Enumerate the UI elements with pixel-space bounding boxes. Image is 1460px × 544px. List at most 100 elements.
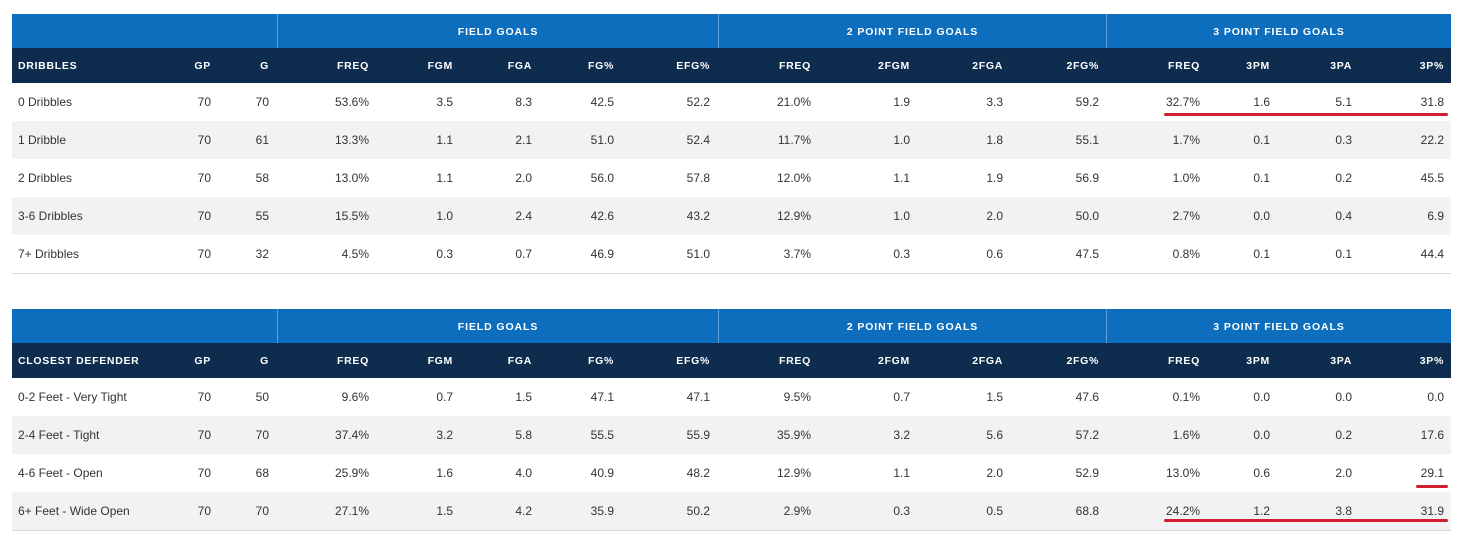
row-label: 1 Dribble (18, 133, 67, 147)
row-label-header[interactable]: CLOSEST DEFENDER (18, 355, 140, 367)
cell-efg-pct: 57.8 (686, 171, 710, 185)
cell-gp: 70 (197, 504, 211, 518)
cell-2fga: 5.6 (986, 428, 1003, 442)
column-header-efg-pct[interactable]: EFG% (676, 355, 710, 367)
cell-freq: 3.7% (783, 247, 811, 261)
cell-3p-pct: 0.0 (1427, 390, 1444, 404)
cell-fga: 8.3 (515, 95, 532, 109)
table-row: 0 Dribbles 70 70 53.6% 3.5 8.3 42.5 52.2 21.0% 1.… (12, 83, 1451, 121)
cell-freq: 32.7% (1165, 95, 1200, 109)
cell-3p-pct: 29.1 (1420, 466, 1444, 480)
cell-3pa: 0.3 (1335, 133, 1352, 147)
cell-freq: 15.5% (334, 209, 369, 223)
column-header-3pa[interactable]: 3PA (1330, 355, 1352, 367)
column-header-3p-pct[interactable]: 3P% (1419, 355, 1444, 367)
row-label: 0-2 Feet - Very Tight (18, 390, 127, 404)
cell-freq: 9.5% (783, 390, 811, 404)
cell-2fga: 2.0 (986, 466, 1003, 480)
cell-freq: 13.0% (1165, 466, 1200, 480)
cell-3pa: 3.8 (1335, 504, 1352, 518)
table-row: 7+ Dribbles 70 32 4.5% 0.3 0.7 46.9 51.0 3.7% 0.3… (12, 235, 1451, 273)
column-header-2fga[interactable]: 2FGA (972, 60, 1003, 72)
cell-fg-pct: 51.0 (590, 133, 614, 147)
cell-2fgm: 1.1 (893, 171, 910, 185)
cell-fg-pct: 42.5 (590, 95, 614, 109)
column-header-efg-pct[interactable]: EFG% (676, 60, 710, 72)
column-header-2fgm[interactable]: 2FGM (878, 355, 910, 367)
cell-freq: 37.4% (334, 428, 369, 442)
column-header-fg-pct[interactable]: FG% (587, 60, 614, 72)
cell-3pa: 2.0 (1335, 466, 1352, 480)
group-header-2-point-field-goals: 2 POINT FIELD GOALS (718, 309, 1106, 343)
column-header-2fg-pct[interactable]: 2FG% (1066, 355, 1099, 367)
group-header-row: FIELD GOALS 2 POINT FIELD GOALS 3 POINT FI… (12, 14, 1451, 48)
cell-fga: 2.0 (515, 171, 532, 185)
cell-2fga: 3.3 (986, 95, 1003, 109)
cell-efg-pct: 52.2 (686, 95, 710, 109)
column-header-fg-pct[interactable]: FG% (587, 355, 614, 367)
cell-3pa: 0.0 (1335, 390, 1352, 404)
cell-freq: 13.3% (334, 133, 369, 147)
cell-3p-pct: 45.5 (1420, 171, 1444, 185)
group-header-2-point-field-goals: 2 POINT FIELD GOALS (718, 14, 1106, 48)
cell-freq: 12.9% (776, 466, 811, 480)
column-header-fga[interactable]: FGA (507, 355, 532, 367)
column-header-gp[interactable]: GP (194, 355, 211, 367)
row-label: 2 Dribbles (18, 171, 73, 185)
cell-3pa: 0.2 (1335, 428, 1352, 442)
cell-freq: 13.0% (334, 171, 369, 185)
cell-freq: 12.9% (776, 209, 811, 223)
column-header-3pa[interactable]: 3PA (1330, 60, 1352, 72)
column-header-freq[interactable]: FREQ (779, 355, 811, 367)
group-header-3-point-field-goals: 3 POINT FIELD GOALS (1106, 309, 1451, 343)
cell-gp: 70 (197, 95, 211, 109)
column-header-g[interactable]: G (260, 355, 269, 367)
column-header-freq[interactable]: FREQ (337, 355, 369, 367)
table-row: 1 Dribble 70 61 13.3% 1.1 2.1 51.0 52.4 11.7% 1.0… (12, 121, 1451, 159)
cell-2fg-pct: 68.8 (1075, 504, 1099, 518)
row-label: 7+ Dribbles (18, 247, 80, 261)
column-header-gp[interactable]: GP (194, 60, 211, 72)
column-header-fgm[interactable]: FGM (427, 355, 453, 367)
column-header-freq[interactable]: FREQ (337, 60, 369, 72)
column-header-3pm[interactable]: 3PM (1246, 60, 1270, 72)
column-header-3pm[interactable]: 3PM (1246, 355, 1270, 367)
cell-fgm: 1.0 (436, 209, 453, 223)
cell-3pm: 0.0 (1253, 428, 1270, 442)
row-label-header[interactable]: DRIBBLES (18, 60, 78, 72)
cell-3p-pct: 22.2 (1420, 133, 1444, 147)
cell-freq: 35.9% (776, 428, 811, 442)
column-header-fga[interactable]: FGA (507, 60, 532, 72)
cell-gp: 70 (197, 209, 211, 223)
cell-2fgm: 3.2 (893, 428, 910, 442)
row-label: 2-4 Feet - Tight (18, 428, 100, 442)
cell-fgm: 1.1 (436, 133, 453, 147)
cell-fg-pct: 46.9 (590, 247, 614, 261)
cell-2fgm: 1.0 (893, 133, 910, 147)
table-row: 2-4 Feet - Tight 70 70 37.4% 3.2 5.8 55.5 55.9 3… (12, 416, 1451, 454)
column-header-2fga[interactable]: 2FGA (972, 355, 1003, 367)
column-header-freq[interactable]: FREQ (1168, 355, 1200, 367)
column-header-g[interactable]: G (260, 60, 269, 72)
annotation-underline-dribbles-0 (1164, 113, 1448, 116)
cell-fg-pct: 56.0 (590, 171, 614, 185)
cell-2fga: 1.8 (986, 133, 1003, 147)
column-header-2fg-pct[interactable]: 2FG% (1066, 60, 1099, 72)
cell-freq: 12.0% (776, 171, 811, 185)
cell-fga: 4.0 (515, 466, 532, 480)
column-header-freq[interactable]: FREQ (779, 60, 811, 72)
cell-3pa: 0.1 (1335, 247, 1352, 261)
cell-freq: 4.5% (341, 247, 369, 261)
table-row: 4-6 Feet - Open 70 68 25.9% 1.6 4.0 40.9 48.2 12… (12, 454, 1451, 492)
row-label: 0 Dribbles (18, 95, 73, 109)
cell-fga: 1.5 (515, 390, 532, 404)
cell-3pm: 0.6 (1253, 466, 1270, 480)
column-header-freq[interactable]: FREQ (1168, 60, 1200, 72)
cell-fgm: 1.6 (436, 466, 453, 480)
column-header-2fgm[interactable]: 2FGM (878, 60, 910, 72)
cell-2fgm: 1.0 (893, 209, 910, 223)
column-header-3p-pct[interactable]: 3P% (1419, 60, 1444, 72)
cell-freq: 2.7% (1172, 209, 1200, 223)
cell-fga: 5.8 (515, 428, 532, 442)
column-header-fgm[interactable]: FGM (427, 60, 453, 72)
